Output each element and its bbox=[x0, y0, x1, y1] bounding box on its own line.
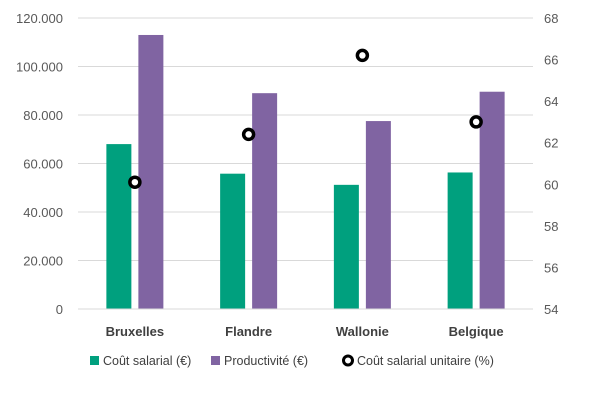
legend-marker bbox=[342, 354, 354, 367]
bar-productivite bbox=[365, 121, 391, 309]
y-right-tick-label: 60 bbox=[544, 177, 558, 192]
legend-label: Coût salarial unitaire (%) bbox=[357, 354, 494, 368]
marker-cout-salarial-unitaire bbox=[355, 48, 370, 63]
marker-cout-salarial-unitaire bbox=[469, 115, 483, 129]
y-right-tick-label: 68 bbox=[544, 11, 558, 26]
y-right-tick-label: 54 bbox=[544, 302, 558, 317]
bar-productivite bbox=[479, 91, 505, 309]
y-axis-left: 0 20.000 40.000 60.000 80.000 100.000 120.000 bbox=[16, 11, 63, 317]
y-left-tick-label: 60.000 bbox=[23, 157, 63, 172]
x-category-label: Bruxelles bbox=[106, 324, 165, 339]
markers bbox=[128, 48, 483, 189]
y-left-tick-label: 20.000 bbox=[23, 254, 63, 269]
marker-cout-salarial-unitaire bbox=[241, 127, 256, 142]
y-left-tick-label: 0 bbox=[56, 302, 63, 317]
y-left-tick-label: 80.000 bbox=[23, 108, 63, 123]
bar-productivite bbox=[138, 34, 164, 309]
y-axis-right: 54 56 58 60 62 64 66 68 bbox=[544, 11, 558, 317]
y-right-tick-label: 62 bbox=[544, 136, 558, 151]
marker-cout-salarial-unitaire bbox=[128, 175, 142, 189]
bars bbox=[106, 34, 505, 309]
x-category-label: Wallonie bbox=[336, 324, 389, 339]
bar-cout-salarial bbox=[220, 173, 246, 309]
legend-swatch bbox=[90, 356, 99, 365]
y-right-tick-label: 56 bbox=[544, 260, 558, 275]
x-category-label: Belgique bbox=[449, 324, 504, 339]
bar-productivite bbox=[252, 93, 278, 309]
legend: Coût salarial (€) Productivité (€) Coût sa… bbox=[90, 354, 494, 368]
bar-cout-salarial bbox=[106, 144, 132, 309]
legend-label: Productivité (€) bbox=[224, 354, 308, 368]
y-left-tick-label: 120.000 bbox=[16, 11, 63, 26]
legend-label: Coût salarial (€) bbox=[103, 354, 191, 368]
y-right-tick-label: 64 bbox=[544, 94, 558, 109]
y-right-tick-label: 66 bbox=[544, 53, 558, 68]
x-category-label: Flandre bbox=[225, 324, 272, 339]
bar-cout-salarial bbox=[333, 184, 359, 309]
y-left-tick-label: 100.000 bbox=[16, 60, 63, 75]
bar-cout-salarial bbox=[447, 172, 473, 309]
legend-swatch bbox=[211, 356, 220, 365]
y-right-tick-label: 58 bbox=[544, 219, 558, 234]
x-axis: Bruxelles Flandre Wallonie Belgique bbox=[78, 308, 533, 339]
y-left-tick-label: 40.000 bbox=[23, 205, 63, 220]
